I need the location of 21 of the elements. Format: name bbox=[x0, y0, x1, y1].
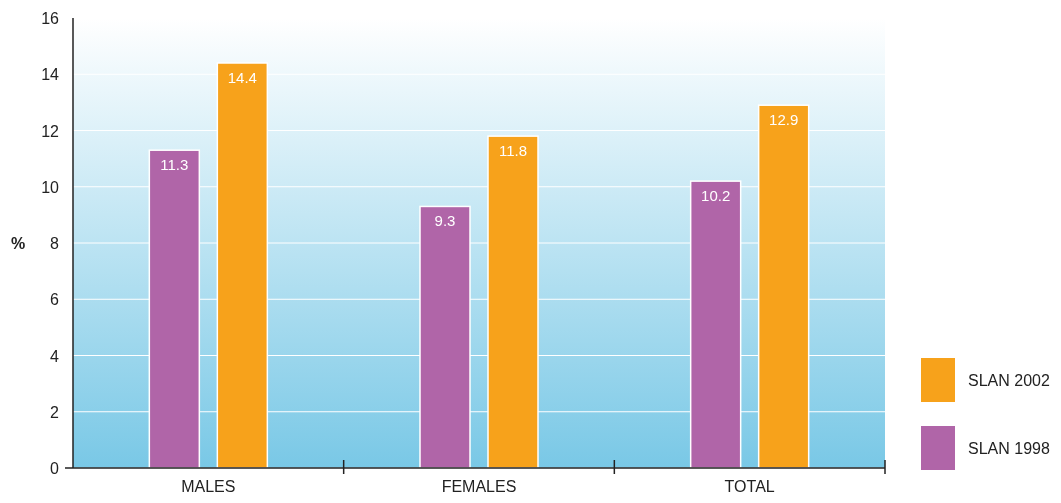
y-axis-title: % bbox=[10, 235, 26, 252]
data-label: 11.8 bbox=[498, 142, 528, 160]
y-tick-label: 10 bbox=[41, 178, 60, 196]
x-tick-label: FEMALES bbox=[441, 478, 517, 495]
data-label: 10.2 bbox=[701, 187, 731, 205]
text: SLAN 2002 bbox=[968, 372, 1050, 389]
y-tick-label: 12 bbox=[41, 122, 60, 140]
y-tick-label: 16 bbox=[41, 10, 60, 27]
y-tick-label: 4 bbox=[50, 347, 60, 365]
data-label: 12.9 bbox=[769, 111, 799, 129]
data-label: 11.3 bbox=[160, 156, 189, 174]
x-tick-label: TOTAL bbox=[724, 478, 775, 495]
text: SLAN 1998 bbox=[968, 440, 1050, 457]
data-label: 14.4 bbox=[227, 69, 257, 86]
y-tick-label: 8 bbox=[50, 235, 60, 252]
y-tick-label: 6 bbox=[50, 291, 60, 309]
x-tick-label: MALES bbox=[181, 478, 236, 495]
y-tick-label: 14 bbox=[41, 66, 60, 84]
y-tick-label: 2 bbox=[50, 403, 60, 421]
y-tick-label: 0 bbox=[50, 460, 60, 477]
data-label: 9.3 bbox=[434, 212, 456, 230]
